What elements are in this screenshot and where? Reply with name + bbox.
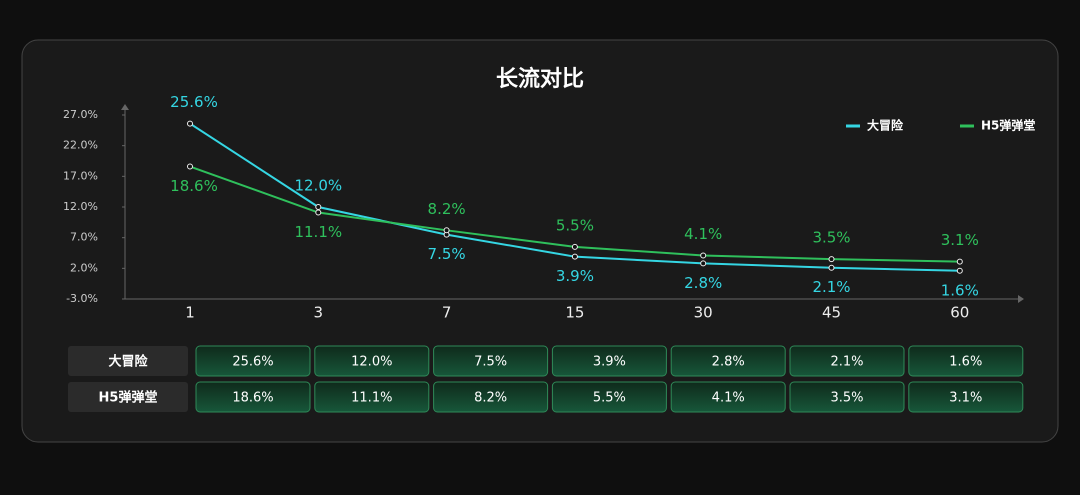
table-cell	[433, 345, 549, 377]
table-cell-value: 2.8%	[712, 355, 745, 370]
data-label: 3.5%	[812, 229, 850, 247]
data-label: 3.1%	[941, 231, 979, 249]
y-tick-label: 2.0%	[70, 261, 98, 274]
data-label: 8.2%	[428, 200, 466, 218]
table-cell-value: 25.6%	[232, 355, 273, 370]
point	[828, 256, 835, 263]
data-label: 25.6%	[170, 93, 218, 111]
y-tick-label: 7.0%	[70, 231, 98, 244]
x-tick-label: 15	[565, 304, 584, 322]
x-axis-arrow	[1018, 295, 1024, 303]
y-tick-label: 17.0%	[63, 169, 98, 182]
row-header	[68, 346, 188, 376]
table-cell-value: 7.5%	[474, 355, 507, 370]
point	[187, 163, 193, 170]
table-cell-value: 3.5%	[830, 391, 863, 406]
table-cell	[433, 381, 549, 413]
point	[571, 243, 578, 250]
x-tick-label: 60	[950, 304, 969, 322]
x-tick-label: 3	[314, 304, 324, 322]
data-label: 18.6%	[170, 177, 218, 195]
y-tick-label: 27.0%	[63, 108, 98, 121]
point	[700, 260, 707, 267]
table-cell-value: 2.1%	[830, 355, 863, 370]
data-label: 7.5%	[428, 245, 466, 263]
table-cell	[789, 345, 905, 377]
table-cell-value: 5.5%	[593, 391, 626, 406]
x-tick-label: 7	[442, 304, 452, 322]
table-cell	[195, 345, 311, 377]
y-axis-arrow	[121, 104, 129, 110]
table-cell	[908, 381, 1024, 413]
legend-label: H5弹弹堂	[981, 118, 1035, 133]
table-cell	[670, 345, 786, 377]
panel	[21, 39, 1059, 443]
table-cell	[670, 381, 786, 413]
table-cell-value: 11.1%	[351, 391, 392, 406]
data-label: 11.1%	[294, 223, 342, 241]
table-cell-value: 1.6%	[949, 355, 982, 370]
y-tick-label: -3.0%	[66, 292, 98, 305]
table-cell	[551, 345, 667, 377]
table-cell	[314, 345, 430, 377]
row-header	[68, 382, 188, 412]
point	[828, 264, 835, 271]
point	[956, 258, 963, 265]
table-cell	[551, 381, 667, 413]
legend-label: 大冒险	[867, 118, 904, 133]
point	[315, 209, 322, 216]
y-tick-label: 12.0%	[63, 200, 98, 213]
table-cell	[195, 381, 311, 413]
x-tick-label: 30	[694, 304, 713, 322]
table-cell	[314, 381, 430, 413]
table-cell-value: 3.9%	[593, 355, 626, 370]
y-tick-label: 22.0%	[63, 139, 98, 152]
point	[571, 253, 578, 260]
data-label: 2.1%	[812, 278, 850, 296]
point	[443, 227, 450, 234]
table-cell	[908, 345, 1024, 377]
row-header-label: 大冒险	[108, 354, 148, 370]
data-label: 3.9%	[556, 267, 594, 285]
data-label: 1.6%	[941, 281, 979, 299]
data-label: 2.8%	[684, 274, 722, 292]
chart-title: 长流对比	[496, 66, 584, 92]
x-tick-label: 1	[185, 304, 195, 322]
table-cell-value: 3.1%	[949, 391, 982, 406]
point	[187, 120, 193, 127]
data-label: 4.1%	[684, 225, 722, 243]
data-label: 12.0%	[294, 177, 342, 195]
point	[315, 204, 322, 210]
table-cell-value: 18.6%	[232, 391, 273, 406]
point	[956, 267, 963, 274]
table-cell-value: 12.0%	[351, 355, 392, 370]
data-label: 5.5%	[556, 216, 594, 234]
table-cell-value: 4.1%	[712, 391, 745, 406]
table-cell	[789, 381, 905, 413]
x-tick-label: 45	[822, 304, 841, 322]
row-header-label: H5弹弹堂	[99, 390, 158, 406]
table-cell-value: 8.2%	[474, 391, 507, 406]
point	[700, 252, 707, 259]
